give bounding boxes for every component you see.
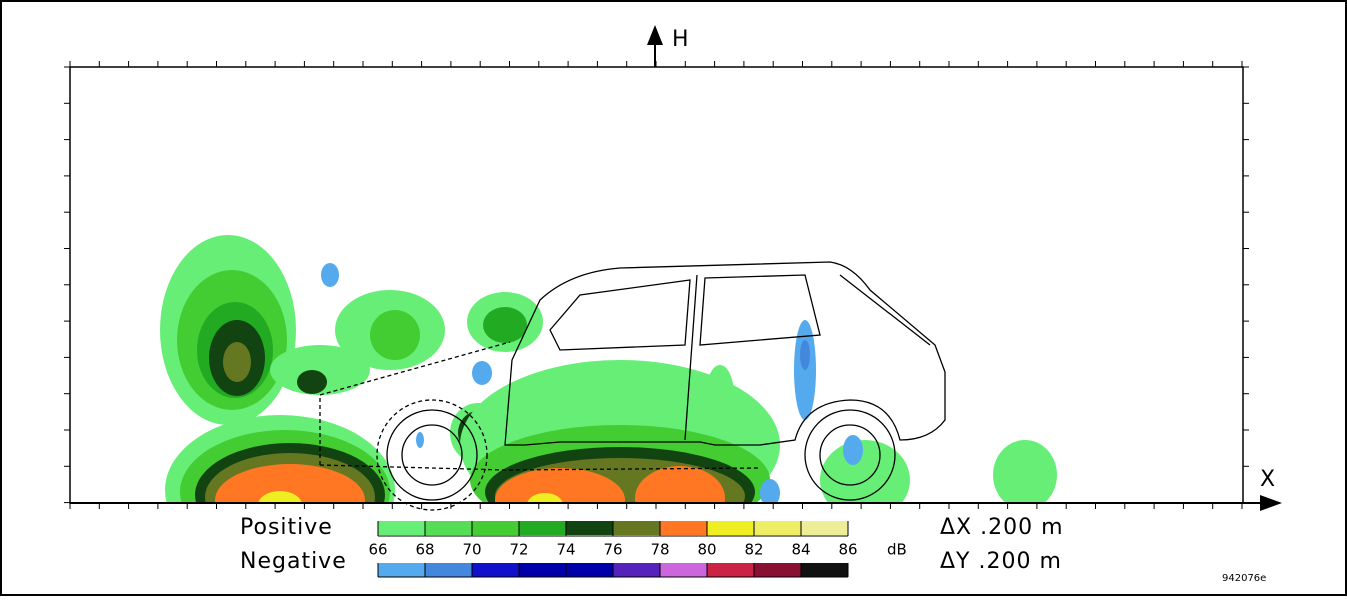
negative-swatch (801, 563, 848, 577)
negative-swatch (425, 563, 472, 577)
positive-label: Positive (240, 515, 333, 540)
positive-swatch (707, 521, 754, 535)
level-label: 66 (368, 541, 387, 559)
negative-swatch (754, 563, 801, 577)
negative-label: Negative (240, 549, 347, 574)
dx-label: ΔX .200 m (940, 515, 1064, 540)
positive-swatch (660, 521, 707, 535)
unit-label: dB (887, 541, 907, 559)
x-label: X (1260, 467, 1276, 492)
negative-swatch (378, 563, 425, 577)
positive-swatch (425, 521, 472, 535)
level-label: 86 (838, 541, 857, 559)
level-label: 78 (650, 541, 669, 559)
positive-swatch (754, 521, 801, 535)
h-label: H (672, 27, 690, 52)
level-label: 70 (462, 541, 481, 559)
negative-swatch (707, 563, 754, 577)
level-label: 74 (556, 541, 575, 559)
figure: H X Positive Negative 66 68 70 72 74 76 78 80 82… (0, 0, 1347, 596)
level-label: 80 (697, 541, 716, 559)
negative-swatch (613, 563, 660, 577)
negative-swatch (519, 563, 566, 577)
negative-swatch (660, 563, 707, 577)
positive-swatch (613, 521, 660, 535)
positive-swatch (519, 521, 566, 535)
level-label: 72 (509, 541, 528, 559)
level-label: 68 (415, 541, 434, 559)
negative-swatch (566, 563, 613, 577)
level-label: 84 (791, 541, 810, 559)
positive-swatch (801, 521, 848, 535)
positive-swatch (378, 521, 425, 535)
positive-swatch (566, 521, 613, 535)
figure-id: 942076e (1222, 573, 1266, 584)
level-label: 82 (744, 541, 763, 559)
dy-label: ΔY .200 m (940, 549, 1062, 574)
positive-swatch (472, 521, 519, 535)
negative-swatch (472, 563, 519, 577)
level-label: 76 (603, 541, 622, 559)
